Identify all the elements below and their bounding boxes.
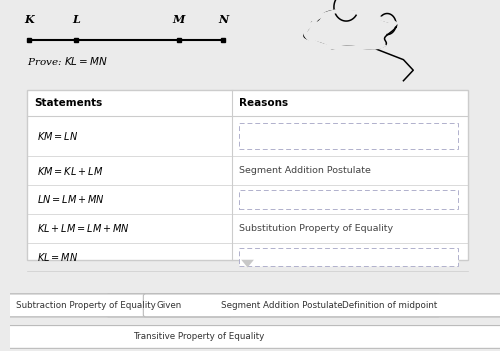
Text: Statements: Statements xyxy=(34,98,102,108)
Text: Substitution Property of Equality: Substitution Property of Equality xyxy=(240,224,394,233)
Text: $KL + LM = LM + MN$: $KL + LM = LM + MN$ xyxy=(37,222,130,234)
Text: $KM = KL + LM$: $KM = KL + LM$ xyxy=(37,165,103,177)
Text: Given: Given xyxy=(156,301,182,310)
Text: Subtraction Property of Equality: Subtraction Property of Equality xyxy=(16,301,156,310)
FancyBboxPatch shape xyxy=(27,90,468,260)
FancyBboxPatch shape xyxy=(0,294,500,317)
FancyBboxPatch shape xyxy=(240,248,458,266)
Text: N: N xyxy=(218,14,228,25)
FancyBboxPatch shape xyxy=(144,294,500,317)
Text: $LN = LM + MN$: $LN = LM + MN$ xyxy=(37,193,104,205)
Text: K: K xyxy=(24,14,34,25)
FancyBboxPatch shape xyxy=(240,123,458,149)
Text: Prove: $KL = MN$: Prove: $KL = MN$ xyxy=(27,55,108,67)
Text: M: M xyxy=(172,14,185,25)
FancyBboxPatch shape xyxy=(0,294,440,317)
Text: $KL = MN$: $KL = MN$ xyxy=(37,251,78,263)
FancyBboxPatch shape xyxy=(106,294,232,317)
Text: Reasons: Reasons xyxy=(240,98,288,108)
FancyBboxPatch shape xyxy=(240,190,458,208)
Text: Segment Addition Postulate: Segment Addition Postulate xyxy=(221,301,342,310)
Text: Definition of midpoint: Definition of midpoint xyxy=(342,301,438,310)
Text: L: L xyxy=(72,14,80,25)
Text: Segment Addition Postulate: Segment Addition Postulate xyxy=(240,166,372,175)
Polygon shape xyxy=(241,260,254,267)
FancyBboxPatch shape xyxy=(0,326,500,348)
Text: Transitive Property of Equality: Transitive Property of Equality xyxy=(133,332,264,342)
Text: $KM = LN$: $KM = LN$ xyxy=(37,130,78,142)
